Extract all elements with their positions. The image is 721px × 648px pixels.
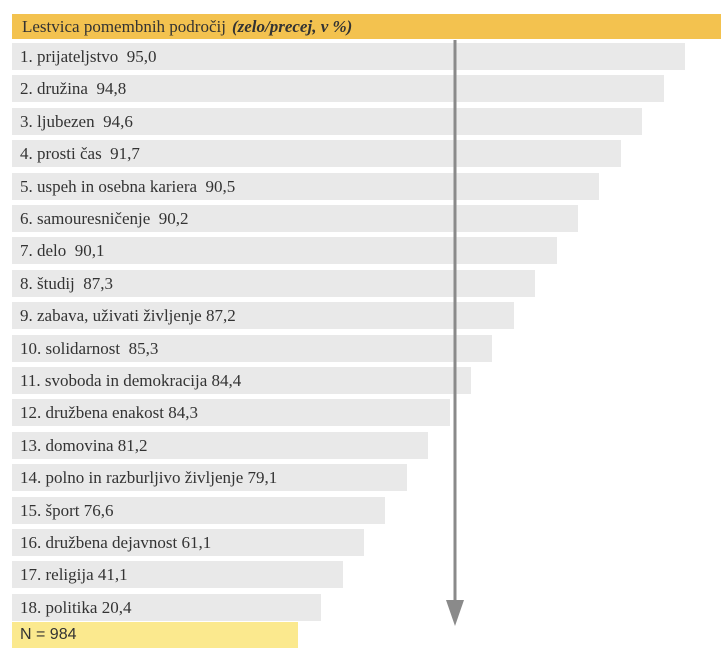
ranking-row: 5. uspeh in osebna kariera 90,5 <box>12 172 600 200</box>
ranking-row: 8. študij 87,3 <box>12 269 536 297</box>
ranking-row: 12. družbena enakost 84,3 <box>12 399 450 427</box>
ranking-row: 14. polno in razburljivo življenje 79,1 <box>12 464 407 492</box>
ranking-row: 10. solidarnost 85,3 <box>12 334 493 362</box>
ranking-row: 18. politika 20,4 <box>12 593 322 621</box>
ranking-row: 15. šport 76,6 <box>12 496 386 524</box>
header: Lestvica pomembnih področij (zelo/precej,… <box>12 14 721 39</box>
ranking-row: 4. prosti čas 91,7 <box>12 140 621 168</box>
footer: N = 984 <box>12 622 298 648</box>
ranking-row: 6. samouresničenje 90,2 <box>12 205 578 232</box>
ranking-row: 17. religija 41,1 <box>12 561 343 589</box>
ranking-row: 11. svoboda in demokracija 84,4 <box>12 367 471 394</box>
header-title: Lestvica pomembnih področij <box>22 17 226 36</box>
ranking-row: 2. družina 94,8 <box>12 75 664 103</box>
ranking-row: 3. ljubezen 94,6 <box>12 107 643 135</box>
ranking-row: 7. delo 90,1 <box>12 237 557 265</box>
ranking-row: 16. družbena dejavnost 61,1 <box>12 529 364 556</box>
header-note: (zelo/precej, v %) <box>231 17 353 36</box>
ranking-row: 9. zabava, uživati življenje 87,2 <box>12 302 514 330</box>
ranking-row: 1. prijateljstvo 95,0 <box>12 43 685 70</box>
ranking-row: 13. domovina 81,2 <box>12 431 429 459</box>
arrow-head <box>446 600 464 626</box>
